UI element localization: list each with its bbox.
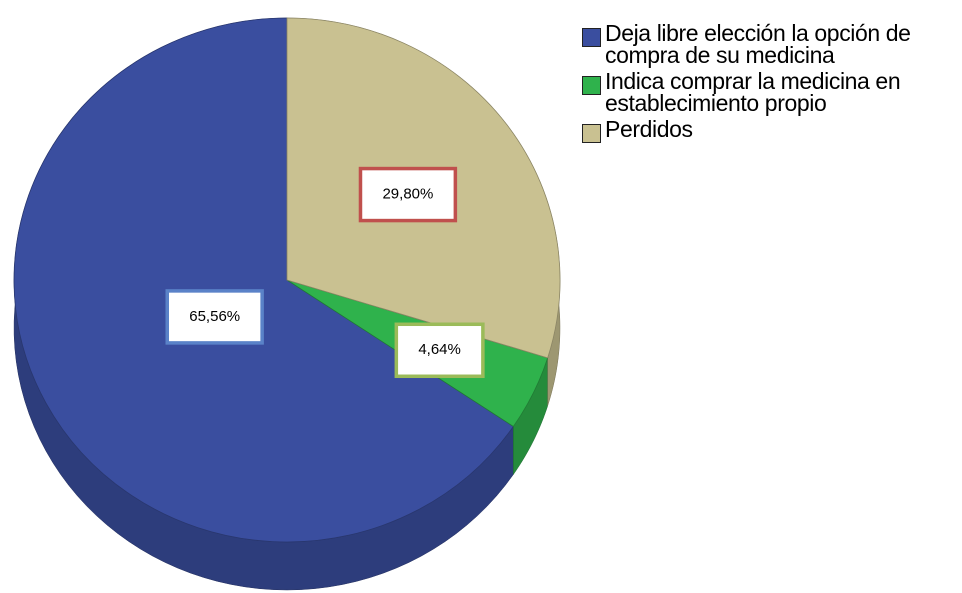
legend-label: Perdidos (605, 116, 693, 142)
legend-label: Deja libre elección la opción de compra … (605, 20, 911, 68)
legend-label: Indica comprar la medicina en establecim… (605, 68, 901, 116)
legend-swatch (582, 28, 601, 47)
data-label-text: 29,80% (382, 186, 433, 203)
legend-entry: Perdidos (582, 118, 957, 143)
data-label-text: 65,56% (189, 308, 240, 325)
legend: Deja libre elección la opción de compra … (582, 22, 957, 147)
data-label-box (358, 166, 458, 223)
data-label: 65,56% (165, 289, 264, 345)
data-label-box (394, 322, 485, 379)
legend-swatch (582, 124, 601, 143)
data-label-box (165, 289, 264, 345)
data-label: 4,64% (394, 322, 485, 379)
data-label-text: 4,64% (418, 341, 461, 358)
legend-swatch (582, 76, 601, 95)
legend-entry: Deja libre elección la opción de compra … (582, 20, 957, 68)
legend-entry: Indica comprar la medicina en establecim… (582, 68, 957, 116)
data-label: 29,80% (358, 166, 458, 223)
slice (13, 17, 514, 543)
